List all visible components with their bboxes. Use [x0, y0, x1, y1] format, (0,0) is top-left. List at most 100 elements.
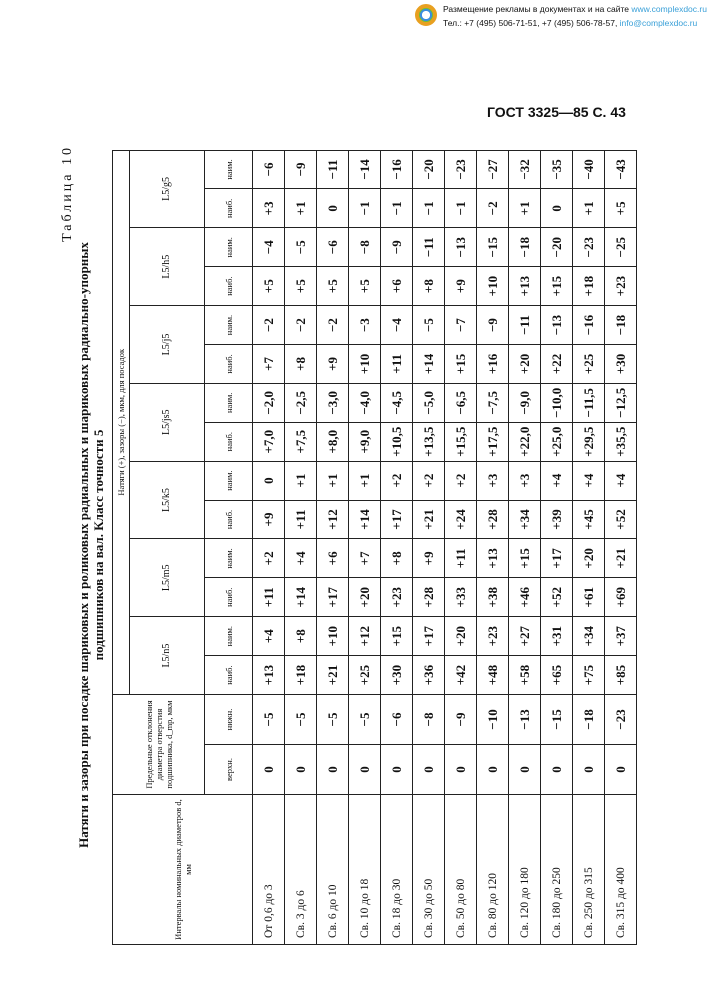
rotated-table-block: Таблица 10 Натяги и зазоры при посадке ш…	[60, 145, 650, 945]
value-cell: +17	[412, 616, 445, 656]
header-interval: Интервалы номинальных диаметров d, мм	[112, 794, 253, 945]
fits-table: Интервалы номинальных диаметров d, мм Пр…	[112, 150, 637, 945]
interval-cell: Св. 120 до 180	[508, 794, 541, 945]
header-min: наим.	[204, 616, 253, 656]
value-cell: +14	[348, 500, 381, 539]
email-link[interactable]: info@complexdoc.ru	[619, 18, 698, 28]
value-cell: +17	[540, 538, 573, 578]
value-cell: +5	[252, 266, 285, 306]
value-cell: +1	[572, 188, 605, 228]
value-cell: 0	[316, 744, 349, 795]
value-cell: +21	[316, 655, 349, 695]
interval-cell: Св. 18 до 30	[380, 794, 413, 945]
value-cell: +10	[476, 266, 509, 306]
value-cell: −2,0	[252, 383, 285, 423]
value-cell: +30	[380, 655, 413, 695]
ad-phone: Тел.: +7 (495) 506-71-51, +7 (495) 506-7…	[443, 18, 620, 28]
value-cell: +34	[508, 500, 541, 539]
value-cell: +75	[572, 655, 605, 695]
value-cell: −8	[412, 694, 445, 745]
header-min: наим.	[204, 538, 253, 578]
value-cell: +69	[604, 577, 637, 617]
value-cell: −12,5	[604, 383, 637, 423]
value-cell: +4	[540, 461, 573, 501]
value-cell: +9	[252, 500, 285, 539]
value-cell: −3	[348, 305, 381, 345]
value-cell: 0	[348, 744, 381, 795]
value-cell: −7	[444, 305, 477, 345]
table-row: Св. 250 до 315 0 −18 +75 +34 +61 +20 +45 +4 +29,5…	[572, 150, 605, 945]
value-cell: +39	[540, 500, 573, 539]
value-cell: +11	[444, 538, 477, 578]
header-max: наиб.	[204, 655, 253, 695]
value-cell: +15	[444, 344, 477, 384]
value-cell: +7	[252, 344, 285, 384]
value-cell: −4	[380, 305, 413, 345]
value-cell: +15	[508, 538, 541, 578]
value-cell: +28	[476, 500, 509, 539]
value-cell: +21	[412, 500, 445, 539]
value-cell: +58	[508, 655, 541, 695]
value-cell: −2	[316, 305, 349, 345]
value-cell: −23	[604, 694, 637, 745]
value-cell: +4	[284, 538, 317, 578]
header-deviation: Предельные отклонения диаметра отверстия…	[112, 694, 205, 795]
value-cell: −7,5	[476, 383, 509, 423]
value-cell: +18	[284, 655, 317, 695]
value-cell: −2	[476, 188, 509, 228]
value-cell: +61	[572, 577, 605, 617]
value-cell: −5	[284, 227, 317, 267]
value-cell: +4	[252, 616, 285, 656]
interval-cell: Св. 80 до 120	[476, 794, 509, 945]
value-cell: +8	[412, 266, 445, 306]
value-cell: −6	[316, 227, 349, 267]
value-cell: +4	[572, 461, 605, 501]
value-cell: +10,5	[380, 422, 413, 462]
value-cell: +46	[508, 577, 541, 617]
value-cell: +1	[284, 461, 317, 501]
value-cell: +24	[444, 500, 477, 539]
value-cell: +1	[348, 461, 381, 501]
table-row: Св. 50 до 80 0 −9 +42 +20 +33 +11 +24 +2 +15,5 −6,…	[444, 150, 477, 945]
page-header: ГОСТ 3325—85 С. 43	[487, 104, 626, 120]
interval-cell: Св. 3 до 6	[284, 794, 317, 945]
table-row: Св. 18 до 30 0 −6 +30 +15 +23 +8 +17 +2 +10,5 −4,5…	[380, 150, 413, 945]
table-row: Св. 10 до 18 0 −5 +25 +12 +20 +7 +14 +1 +9,0 −4,0 +…	[348, 150, 381, 945]
value-cell: +10	[316, 616, 349, 656]
header-max: наиб.	[204, 500, 253, 539]
value-cell: +20	[508, 344, 541, 384]
value-cell: 0	[540, 188, 573, 228]
value-cell: +17	[380, 500, 413, 539]
value-cell: +6	[380, 266, 413, 306]
site-link[interactable]: www.complexdoc.ru	[631, 4, 707, 14]
value-cell: −11	[412, 227, 445, 267]
value-cell: +35,5	[604, 422, 637, 462]
interval-cell: Св. 180 до 250	[540, 794, 573, 945]
value-cell: +33	[444, 577, 477, 617]
value-cell: −5	[412, 305, 445, 345]
value-cell: +12	[316, 500, 349, 539]
value-cell: −9	[476, 305, 509, 345]
value-cell: −4,0	[348, 383, 381, 423]
value-cell: −5	[348, 694, 381, 745]
value-cell: +22	[540, 344, 573, 384]
value-cell: +2	[252, 538, 285, 578]
value-cell: +14	[412, 344, 445, 384]
value-cell: 0	[572, 744, 605, 795]
value-cell: +22,0	[508, 422, 541, 462]
value-cell: +37	[604, 616, 637, 656]
value-cell: −15	[476, 227, 509, 267]
value-cell: −16	[380, 150, 413, 189]
value-cell: +18	[572, 266, 605, 306]
value-cell: −23	[572, 227, 605, 267]
header-max: наиб.	[204, 577, 253, 617]
value-cell: −27	[476, 150, 509, 189]
value-cell: −6	[252, 150, 285, 189]
value-cell: +10	[348, 344, 381, 384]
value-cell: −18	[572, 694, 605, 745]
value-cell: +28	[412, 577, 445, 617]
value-cell: +13	[476, 538, 509, 578]
header-min: наим.	[204, 150, 253, 189]
header-fits-caption: Натяги (+), зазоры (−), мкм, для посадок	[112, 150, 130, 695]
